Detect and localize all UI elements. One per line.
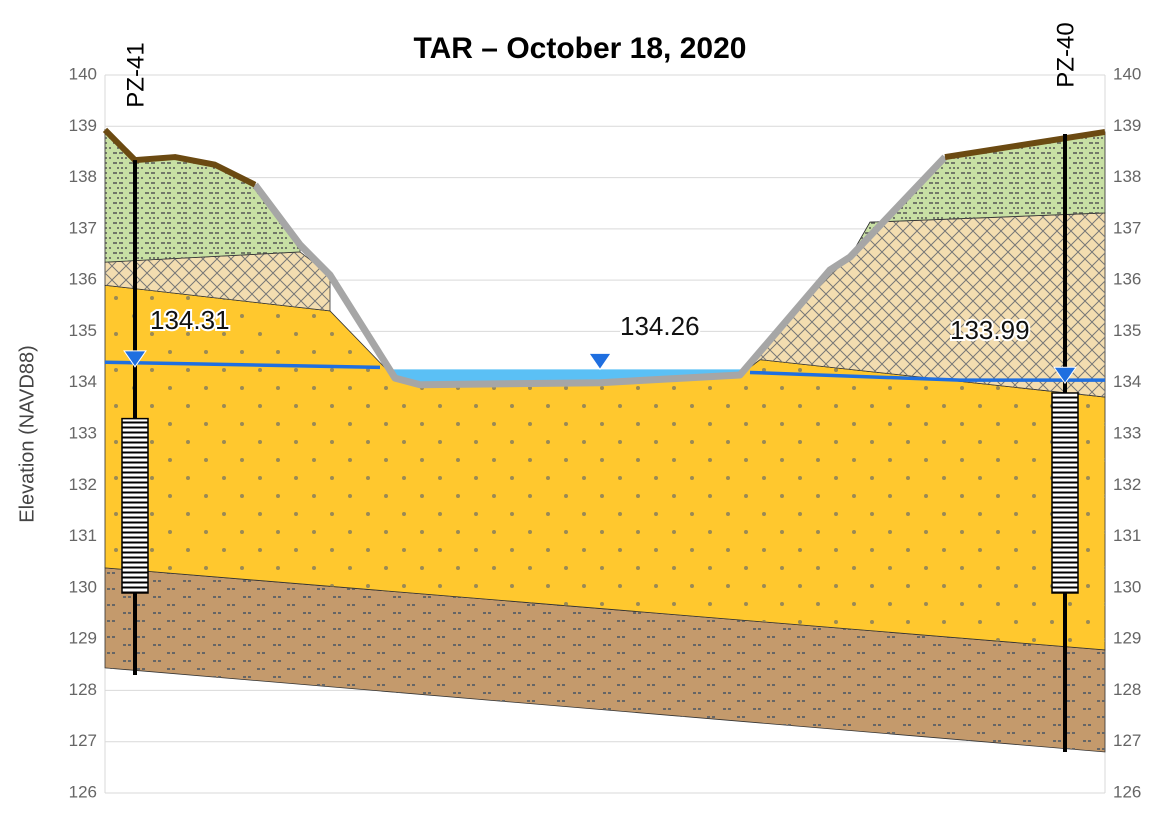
y-axis-label: Elevation (NAVD88) bbox=[16, 345, 38, 522]
y2-tick-label: 129 bbox=[1113, 629, 1141, 648]
well-name: PZ-40 bbox=[1052, 22, 1079, 87]
well-name: PZ-41 bbox=[122, 42, 149, 107]
y-tick-label: 130 bbox=[69, 577, 97, 596]
y-tick-label: 137 bbox=[69, 218, 97, 237]
chart: TAR – October 18, 2020 Elevation (NAVD88… bbox=[0, 0, 1163, 817]
y2-tick-label: 134 bbox=[1113, 372, 1141, 391]
y-tick-label: 140 bbox=[69, 64, 97, 83]
y2-tick-label: 136 bbox=[1113, 270, 1141, 289]
y2-tick-label: 128 bbox=[1113, 680, 1141, 699]
chart-title: TAR – October 18, 2020 bbox=[414, 32, 747, 65]
y-tick-label: 129 bbox=[69, 629, 97, 648]
y2-tick-label: 127 bbox=[1113, 731, 1141, 750]
well-screen-pattern bbox=[1052, 393, 1078, 593]
y2-tick-label: 131 bbox=[1113, 526, 1141, 545]
river-level-marker bbox=[589, 353, 611, 369]
y-tick-label: 138 bbox=[69, 167, 97, 186]
y2-tick-label: 132 bbox=[1113, 475, 1141, 494]
well-screen-pattern bbox=[122, 419, 148, 593]
y-tick-label: 131 bbox=[69, 526, 97, 545]
y-tick-label: 133 bbox=[69, 423, 97, 442]
y2-tick-label: 138 bbox=[1113, 167, 1141, 186]
y-tick-label: 132 bbox=[69, 475, 97, 494]
y2-tick-label: 140 bbox=[1113, 64, 1141, 83]
y2-tick-label: 130 bbox=[1113, 577, 1141, 596]
y2-tick-label: 126 bbox=[1113, 782, 1141, 801]
y-tick-label: 127 bbox=[69, 731, 97, 750]
y-tick-label: 126 bbox=[69, 782, 97, 801]
y-tick-label: 128 bbox=[69, 680, 97, 699]
y2-tick-label: 135 bbox=[1113, 321, 1141, 340]
y-tick-label: 134 bbox=[69, 372, 97, 391]
y-tick-label: 136 bbox=[69, 270, 97, 289]
y-tick-label: 135 bbox=[69, 321, 97, 340]
water-level-label: 133.99 bbox=[950, 315, 1030, 345]
water-level-label: 134.31 bbox=[150, 305, 230, 335]
y2-tick-label: 139 bbox=[1113, 116, 1141, 135]
y-tick-label: 139 bbox=[69, 116, 97, 135]
river-level-label: 134.26 bbox=[620, 311, 700, 341]
y2-tick-label: 133 bbox=[1113, 423, 1141, 442]
y2-tick-label: 137 bbox=[1113, 218, 1141, 237]
